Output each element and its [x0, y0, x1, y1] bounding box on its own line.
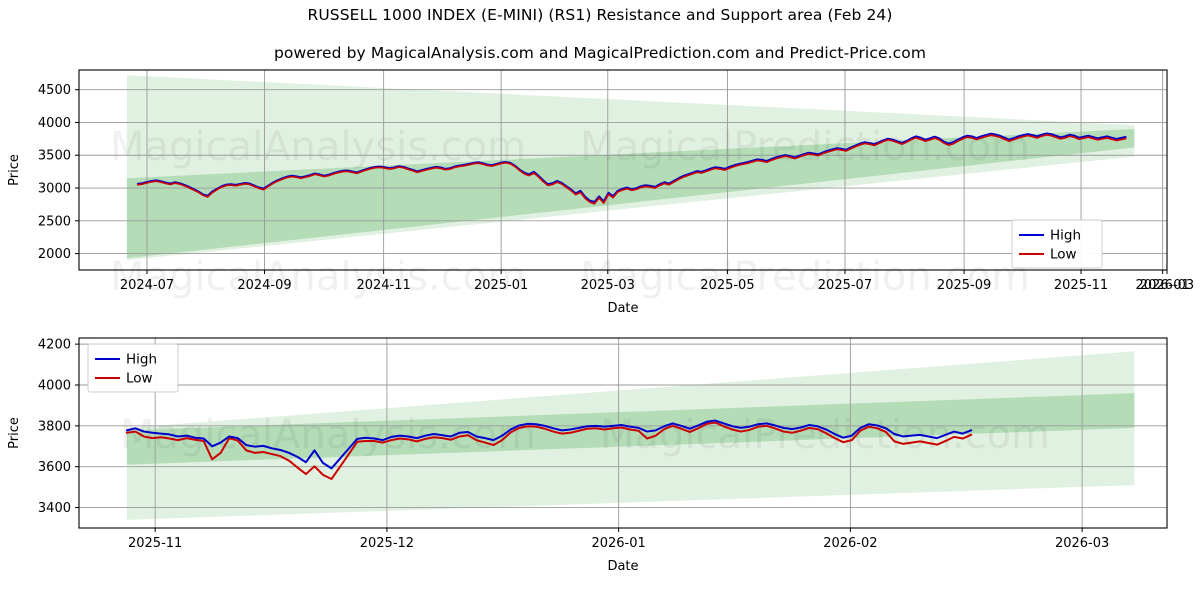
y-tick-label: 4500 [38, 83, 71, 98]
x-tick-label: 2025-01 [474, 278, 528, 293]
legend-label-high: High [1050, 228, 1081, 244]
x-axis-title: Date [607, 301, 638, 316]
y-tick-label: 2500 [38, 214, 71, 229]
x-tick-label: 2026-02 [823, 536, 877, 551]
x-tick-label: 2026-03 [1140, 278, 1194, 293]
x-tick-label: 2024-07 [120, 278, 174, 293]
watermark: MagicalPrediction.com [600, 412, 1050, 458]
chart-legend[interactable]: High Low [1011, 219, 1103, 269]
x-tick-label: 2025-11 [128, 536, 182, 551]
watermark: MagicalPrediction.com [580, 124, 1030, 170]
series-line-low [136, 134, 1127, 205]
y-tick-label: 3600 [38, 460, 71, 475]
y-axis-title: Price [7, 154, 22, 186]
y-tick-label: 4200 [38, 338, 71, 353]
y-tick-label: 4000 [38, 116, 71, 131]
y-tick-label: 2000 [38, 247, 71, 262]
y-tick-label: 3800 [38, 419, 71, 434]
overview-chart-panel: MagicalAnalysis.com MagicalPrediction.com… [0, 62, 1200, 322]
y-tick-label: 3500 [38, 149, 71, 164]
y-tick-label: 3400 [38, 501, 71, 516]
watermark: MagicalAnalysis.com [110, 124, 526, 170]
legend-label-low: Low [126, 371, 153, 387]
legend-label-high: High [126, 352, 157, 368]
detail-chart-panel: MagicalAnalysis.com MagicalPrediction.com… [0, 330, 1200, 600]
x-tick-label: 2025-11 [1054, 278, 1108, 293]
series-line-high [125, 419, 973, 470]
plot-frame [78, 337, 1168, 529]
series-line-high [136, 132, 1127, 203]
y-tick-label: 4000 [38, 378, 71, 393]
series-line-low [125, 421, 973, 480]
watermark: MagicalPrediction.com [580, 254, 1030, 300]
plot-frame [78, 69, 1168, 271]
x-tick-label: 2024-11 [356, 278, 410, 293]
x-axis-title: Date [607, 559, 638, 574]
x-tick-label: 2026-01 [1135, 278, 1189, 293]
x-tick-label: 2025-05 [700, 278, 754, 293]
resistance-support-band-1 [126, 129, 1135, 259]
x-tick-label: 2026-01 [591, 536, 645, 551]
chart-legend[interactable]: High Low [87, 343, 179, 393]
x-tick-label: 2025-03 [581, 278, 635, 293]
x-tick-label: 2025-07 [818, 278, 872, 293]
x-tick-label: 2024-09 [237, 278, 291, 293]
x-tick-label: 2025-12 [360, 536, 414, 551]
y-tick-label: 3000 [38, 182, 71, 197]
page-subtitle: powered by MagicalAnalysis.com and Magic… [273, 44, 927, 62]
legend-label-low: Low [1050, 247, 1077, 263]
x-tick-label: 2026-03 [1055, 536, 1109, 551]
watermark: MagicalAnalysis.com [110, 254, 526, 300]
page-title: RUSSELL 1000 INDEX (E-MINI) (RS1) Resist… [307, 6, 893, 24]
x-tick-label: 2025-09 [937, 278, 991, 293]
y-axis-title: Price [7, 417, 22, 449]
